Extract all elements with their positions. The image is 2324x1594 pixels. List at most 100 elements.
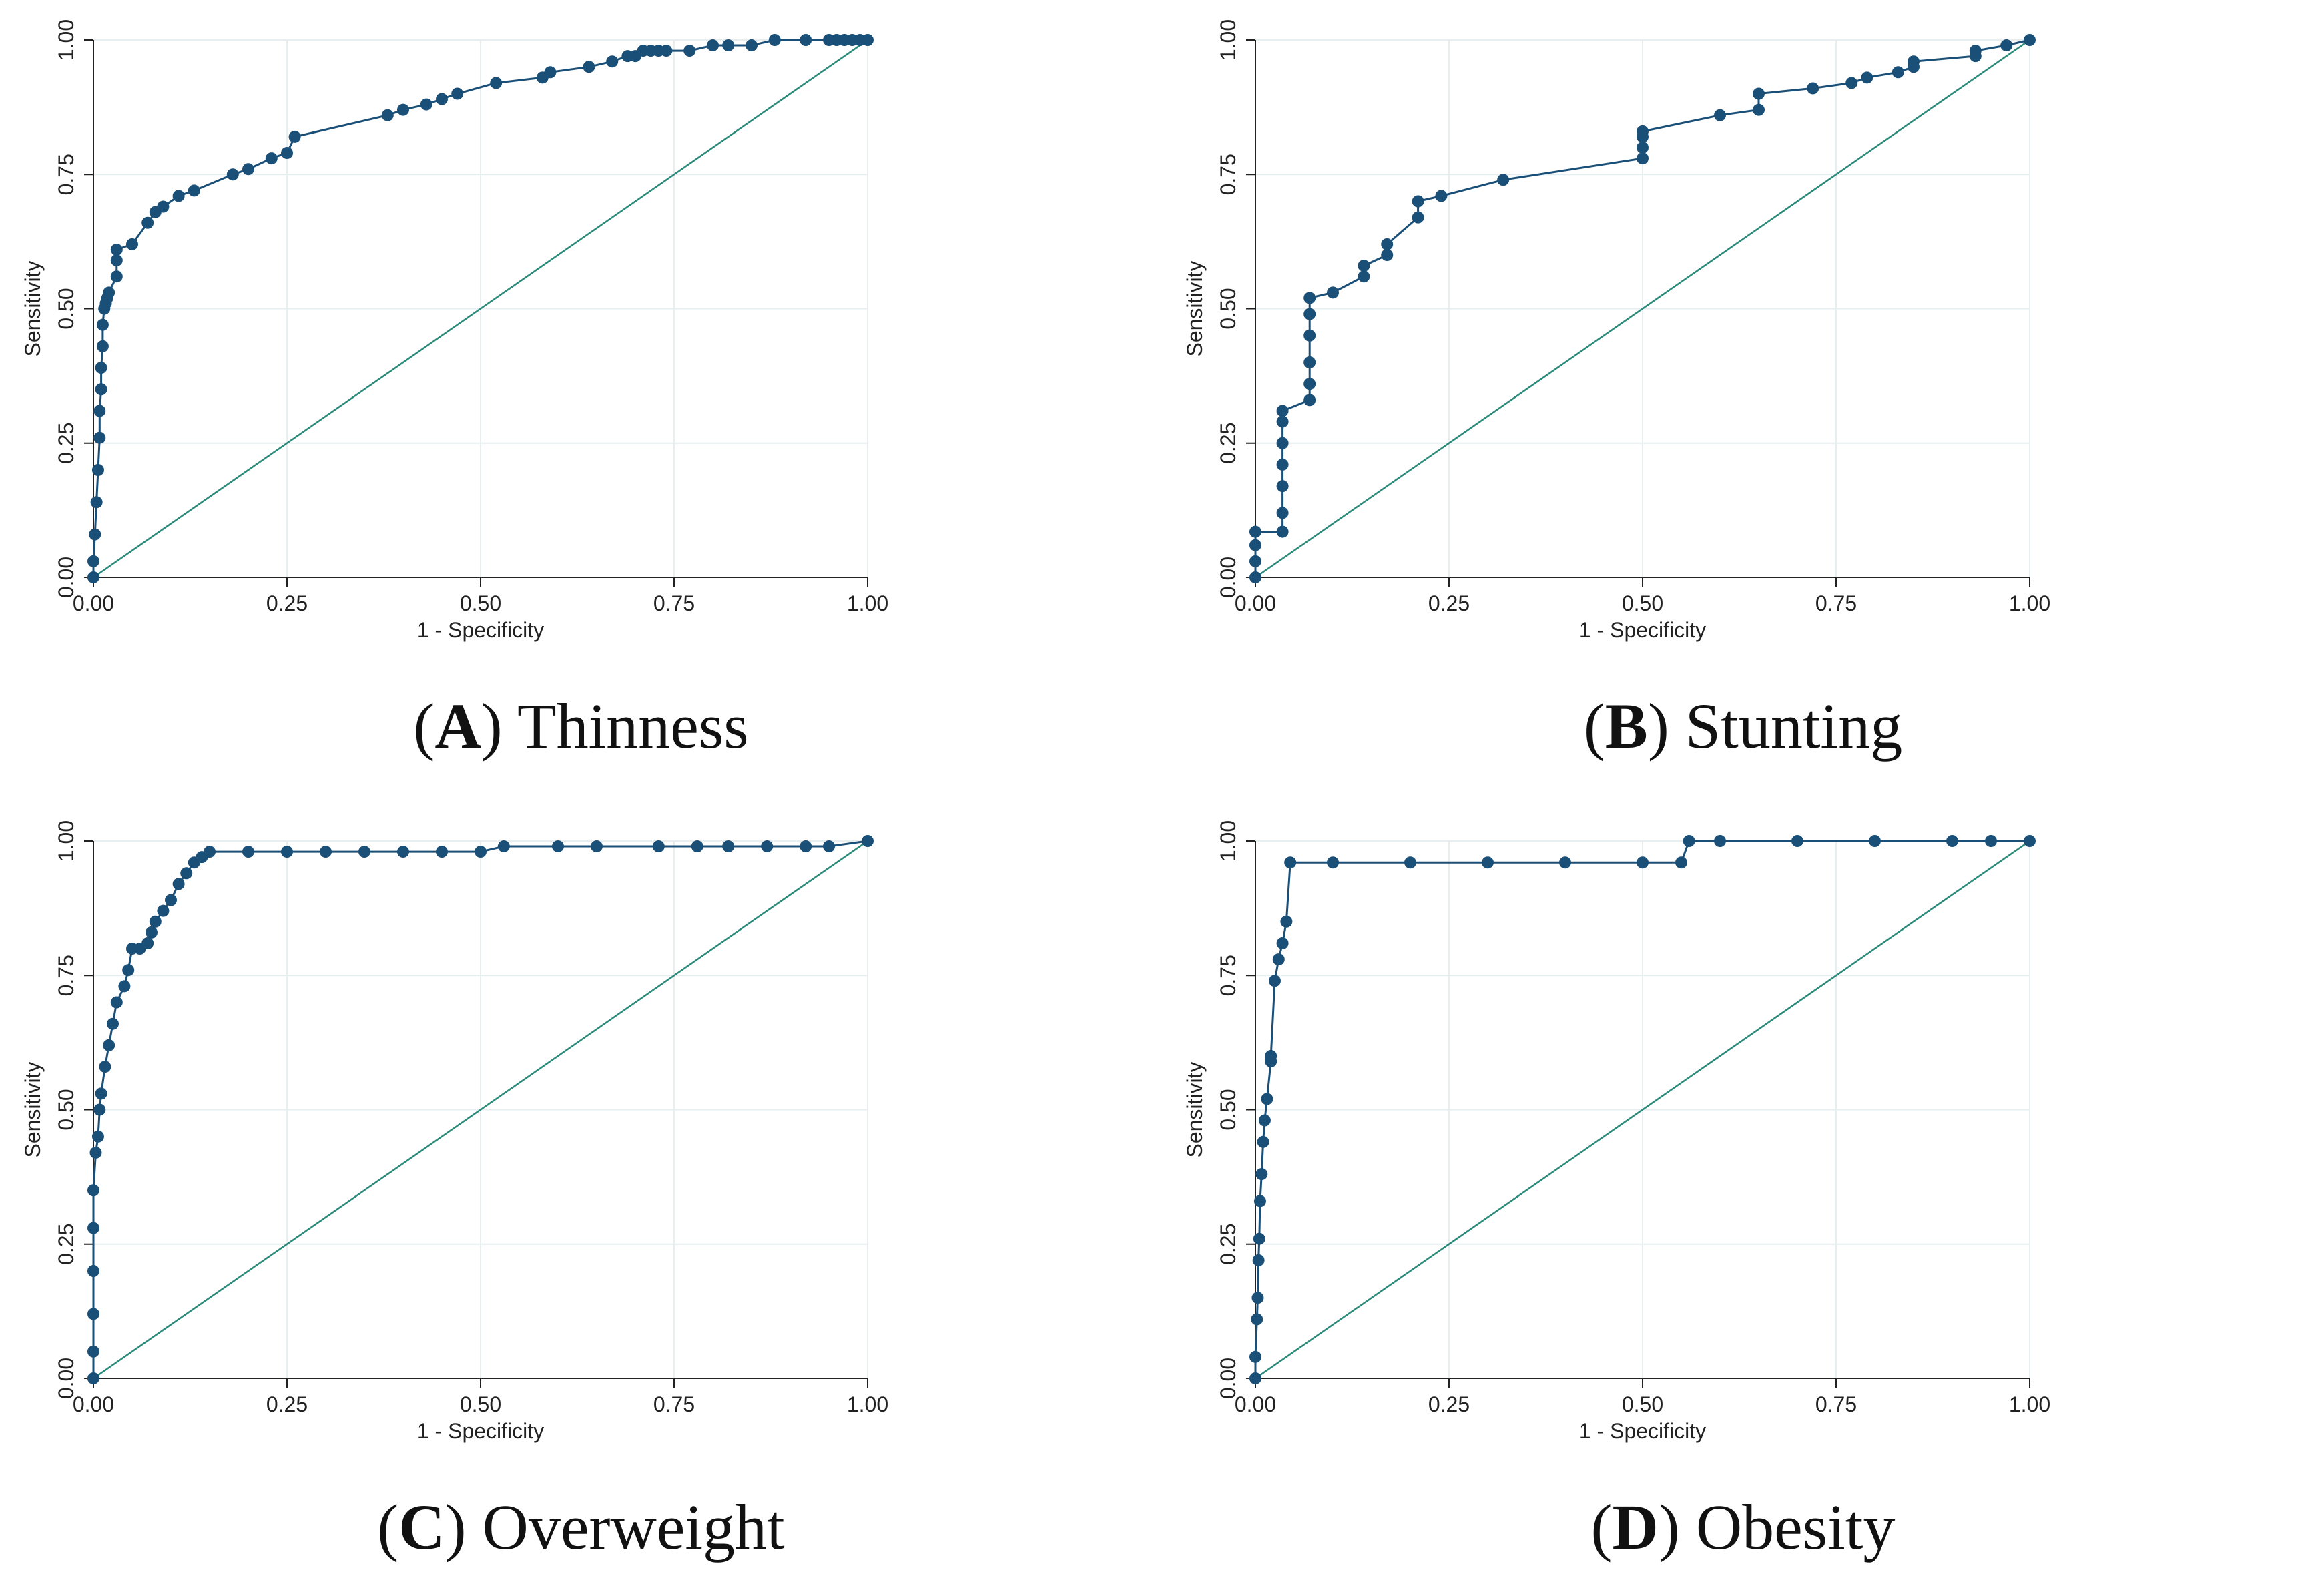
y-tick-label: 0.25 [1216, 1224, 1240, 1265]
roc-point [1637, 152, 1649, 165]
roc-point [2000, 39, 2013, 52]
roc-point [99, 1061, 111, 1073]
roc-point [683, 45, 696, 57]
roc-point [1969, 45, 1982, 57]
roc-point [1276, 525, 1289, 538]
caption-title: Thinness [517, 690, 749, 762]
roc-chart-thinness: 0.000.00 0.25 0.25 0.50 0.50 0.75 0.75 1.00 1.00… [21, 19, 888, 642]
roc-point [93, 1103, 106, 1116]
roc-point [1272, 953, 1285, 966]
roc-point [1404, 856, 1416, 869]
roc-point [87, 571, 99, 583]
roc-point [583, 61, 595, 73]
roc-point [1753, 87, 1765, 100]
caption-thinness: (A) Thinness [413, 690, 749, 762]
x-tick-label: 0.25 [266, 591, 308, 615]
roc-point [1276, 480, 1289, 493]
roc-point [1327, 856, 1339, 869]
roc-point [126, 238, 138, 250]
roc-point [172, 190, 185, 202]
roc-point [110, 243, 123, 256]
roc-point [1258, 1114, 1271, 1127]
roc-point [90, 496, 103, 509]
x-axis-label: 1 - Specificity [1579, 1419, 1706, 1443]
roc-point [1280, 915, 1293, 928]
x-tick-label: 0.75 [653, 1392, 695, 1416]
roc-point [591, 840, 603, 853]
roc-point [1497, 174, 1510, 186]
roc-point [103, 286, 115, 299]
caption-title: Obesity [1695, 1491, 1896, 1563]
roc-point [761, 840, 774, 853]
roc-point [800, 34, 812, 46]
roc-point [1276, 507, 1289, 519]
roc-point [722, 39, 735, 52]
roc-point [1482, 856, 1494, 869]
roc-point [87, 1372, 99, 1384]
y-tick-label: 1.00 [54, 19, 78, 61]
roc-point [436, 93, 448, 105]
roc-point [1791, 835, 1803, 847]
roc-point [497, 840, 510, 853]
caption-letter: C [398, 1491, 445, 1563]
y-axis-label: Sensitivity [21, 1061, 45, 1157]
roc-point [96, 318, 109, 331]
y-tick-label: 0.25 [54, 1224, 78, 1265]
roc-point [91, 1130, 104, 1143]
roc-point [95, 1087, 107, 1100]
roc-point [2024, 34, 2036, 46]
y-tick-label: 0.25 [1216, 423, 1240, 464]
reference-line [93, 39, 868, 579]
roc-point [746, 39, 758, 52]
roc-point [1251, 1292, 1264, 1304]
roc-point [1249, 1350, 1261, 1363]
roc-point [1714, 835, 1726, 847]
caption-letter: D [1612, 1491, 1659, 1563]
roc-point [226, 168, 239, 181]
x-tick-label: 0.00 [1235, 1392, 1276, 1416]
y-tick-label: 1.00 [54, 820, 78, 862]
roc-point [691, 840, 703, 853]
roc-point [141, 216, 154, 229]
roc-point [1358, 270, 1370, 283]
roc-point [707, 39, 719, 52]
roc-point [490, 77, 503, 89]
roc-point [1303, 394, 1316, 407]
roc-point [1435, 190, 1448, 202]
roc-point [1276, 437, 1289, 449]
roc-point [1303, 292, 1316, 304]
roc-point [358, 846, 370, 858]
roc-point [288, 130, 301, 143]
reference-line [1255, 840, 2030, 1380]
roc-point [1261, 1093, 1273, 1105]
roc-point [722, 840, 735, 853]
roc-point [1253, 1195, 1266, 1208]
roc-point [180, 867, 193, 880]
caption-stunting: (B) Stunting [1583, 690, 1903, 762]
reference-line [93, 840, 868, 1380]
x-tick-label: 1.00 [2009, 1392, 2050, 1416]
roc-point [118, 980, 131, 993]
roc-point [1255, 1168, 1268, 1181]
roc-point [87, 1345, 99, 1358]
roc-point [544, 66, 557, 79]
roc-point [1869, 835, 1881, 847]
x-tick-label: 0.25 [1428, 1392, 1470, 1416]
roc-point [149, 915, 162, 928]
roc-point [1985, 835, 1997, 847]
roc-point [1675, 856, 1687, 869]
y-tick-label: 0.00 [54, 1358, 78, 1399]
roc-point [89, 528, 101, 541]
caption-overweight: (C) Overweight [377, 1491, 785, 1563]
roc-point [1683, 835, 1695, 847]
roc-point [146, 926, 158, 939]
roc-point [1284, 856, 1297, 869]
roc-point [1249, 525, 1261, 538]
x-tick-label: 1.00 [847, 1392, 888, 1416]
roc-point [652, 840, 665, 853]
roc-point [1276, 937, 1289, 949]
roc-point [1257, 1135, 1269, 1148]
caption-obesity: (D) Obesity [1590, 1491, 1896, 1563]
y-tick-label: 1.00 [1216, 19, 1240, 61]
roc-point [89, 1146, 102, 1159]
